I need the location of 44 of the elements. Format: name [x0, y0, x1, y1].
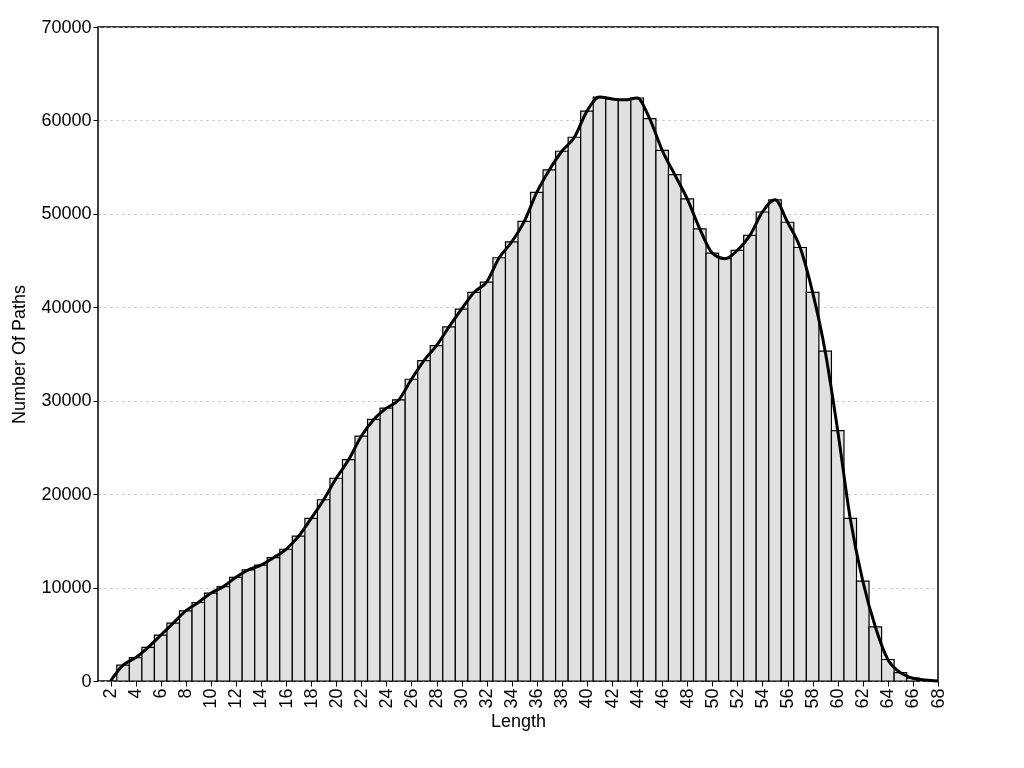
y-tick-label: 20000 — [41, 483, 92, 504]
x-tick-label: 32 — [476, 688, 497, 709]
x-tick-label: 60 — [827, 688, 848, 709]
x-tick-label: 12 — [225, 688, 246, 709]
x-tick-label: 2 — [100, 688, 121, 699]
x-tick-label: 34 — [501, 688, 522, 709]
x-tick-label: 48 — [676, 688, 697, 709]
x-tick-label: 22 — [350, 688, 371, 709]
x-tick-label: 16 — [275, 688, 296, 709]
x-tick-label: 68 — [927, 688, 948, 709]
x-tick-label: 56 — [777, 688, 798, 709]
y-tick-label: 0 — [81, 670, 92, 691]
x-tick-label: 64 — [877, 688, 898, 709]
x-tick-label: 6 — [150, 688, 171, 699]
x-tick-label: 40 — [576, 688, 597, 709]
x-tick-label: 18 — [300, 688, 321, 709]
x-tick-label: 44 — [626, 688, 647, 709]
x-tick-label: 42 — [601, 688, 622, 709]
x-tick-label: 66 — [902, 688, 923, 709]
y-tick-label: 70000 — [41, 16, 92, 37]
y-tick-label: 30000 — [41, 390, 92, 411]
x-tick-label: 30 — [451, 688, 472, 709]
x-tick-label: 52 — [726, 688, 747, 709]
y-tick-label: 50000 — [41, 203, 92, 224]
x-tick-label: 36 — [526, 688, 547, 709]
x-tick-label: 4 — [125, 688, 146, 699]
x-tick-label: 54 — [751, 688, 772, 709]
x-tick-label: 62 — [852, 688, 873, 709]
y-tick-label: 40000 — [41, 296, 92, 317]
x-tick-label: 58 — [802, 688, 823, 709]
x-tick-label: 20 — [325, 688, 346, 709]
x-tick-label: 8 — [175, 688, 196, 699]
x-axis-title: Length — [490, 710, 547, 731]
x-tick-label: 46 — [651, 688, 672, 709]
x-tick-label: 14 — [250, 688, 271, 709]
y-tick-label: 10000 — [41, 577, 92, 598]
x-tick-label: 50 — [701, 688, 722, 709]
x-tick-label: 26 — [400, 688, 421, 709]
x-tick-label: 28 — [426, 688, 447, 709]
x-tick-label: 38 — [551, 688, 572, 709]
x-tick-label: 24 — [375, 688, 396, 709]
y-axis-title: Number Of Paths — [9, 284, 30, 425]
x-tick-label: 10 — [200, 688, 221, 709]
y-tick-label: 60000 — [41, 109, 92, 130]
